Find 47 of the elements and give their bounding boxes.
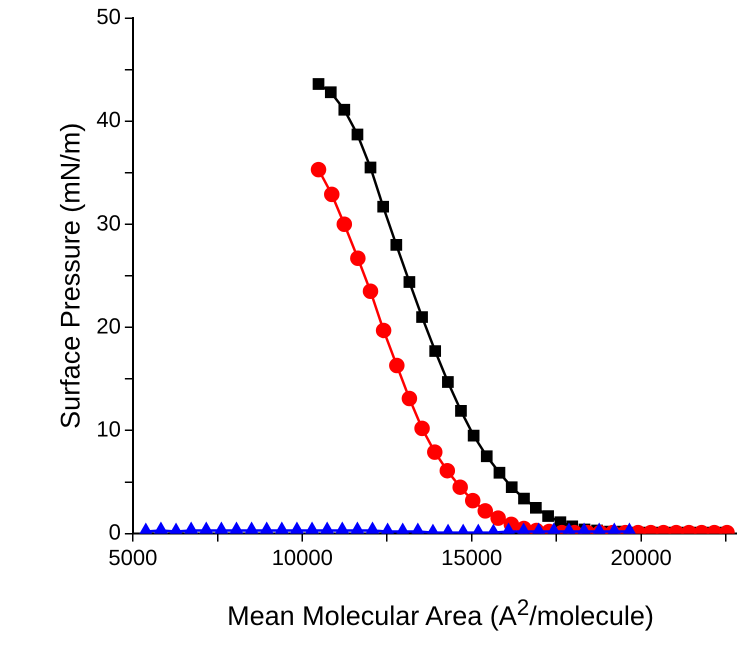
x-tick-label: 10000: [272, 544, 333, 570]
point: [352, 128, 364, 140]
point: [404, 276, 416, 288]
point: [184, 522, 198, 534]
point: [310, 162, 326, 178]
point: [230, 522, 244, 534]
point: [364, 162, 376, 174]
point: [350, 250, 366, 266]
point: [622, 524, 636, 534]
y-tick-label: 10: [96, 416, 121, 442]
x-tick-label: 5000: [108, 544, 158, 570]
point: [416, 311, 428, 323]
x-axis-title: Mean Molecular Area (A$^{2}$/molecule): [226, 595, 655, 632]
y-tick-label: 20: [96, 313, 121, 338]
point: [390, 239, 402, 251]
point: [199, 522, 214, 534]
point: [376, 322, 392, 338]
point: [338, 104, 350, 116]
point: [350, 522, 364, 534]
point: [429, 345, 442, 357]
point: [290, 522, 304, 534]
y-tick-label: 40: [96, 107, 121, 132]
point: [305, 522, 319, 534]
point: [324, 186, 340, 202]
point: [274, 522, 289, 534]
point: [312, 78, 324, 90]
point: [260, 522, 274, 534]
point: [244, 522, 258, 534]
point: [362, 284, 378, 300]
y-tick-label: 30: [96, 210, 121, 236]
point: [442, 376, 454, 388]
point: [516, 524, 530, 534]
point: [389, 358, 405, 374]
point: [377, 200, 390, 213]
point: [214, 522, 228, 534]
y-tick-label: 0: [108, 520, 121, 545]
point: [324, 86, 337, 98]
point: [320, 522, 334, 534]
x-tick-label: 15000: [441, 544, 502, 570]
y-tick-label: 50: [96, 4, 121, 30]
point: [336, 216, 352, 232]
point: [154, 522, 168, 534]
x-tick-label: 20000: [610, 544, 672, 570]
point: [335, 522, 350, 534]
point: [366, 522, 380, 534]
y-axis-title: Surface Pressure (mN/m): [56, 122, 86, 429]
point: [546, 524, 561, 534]
